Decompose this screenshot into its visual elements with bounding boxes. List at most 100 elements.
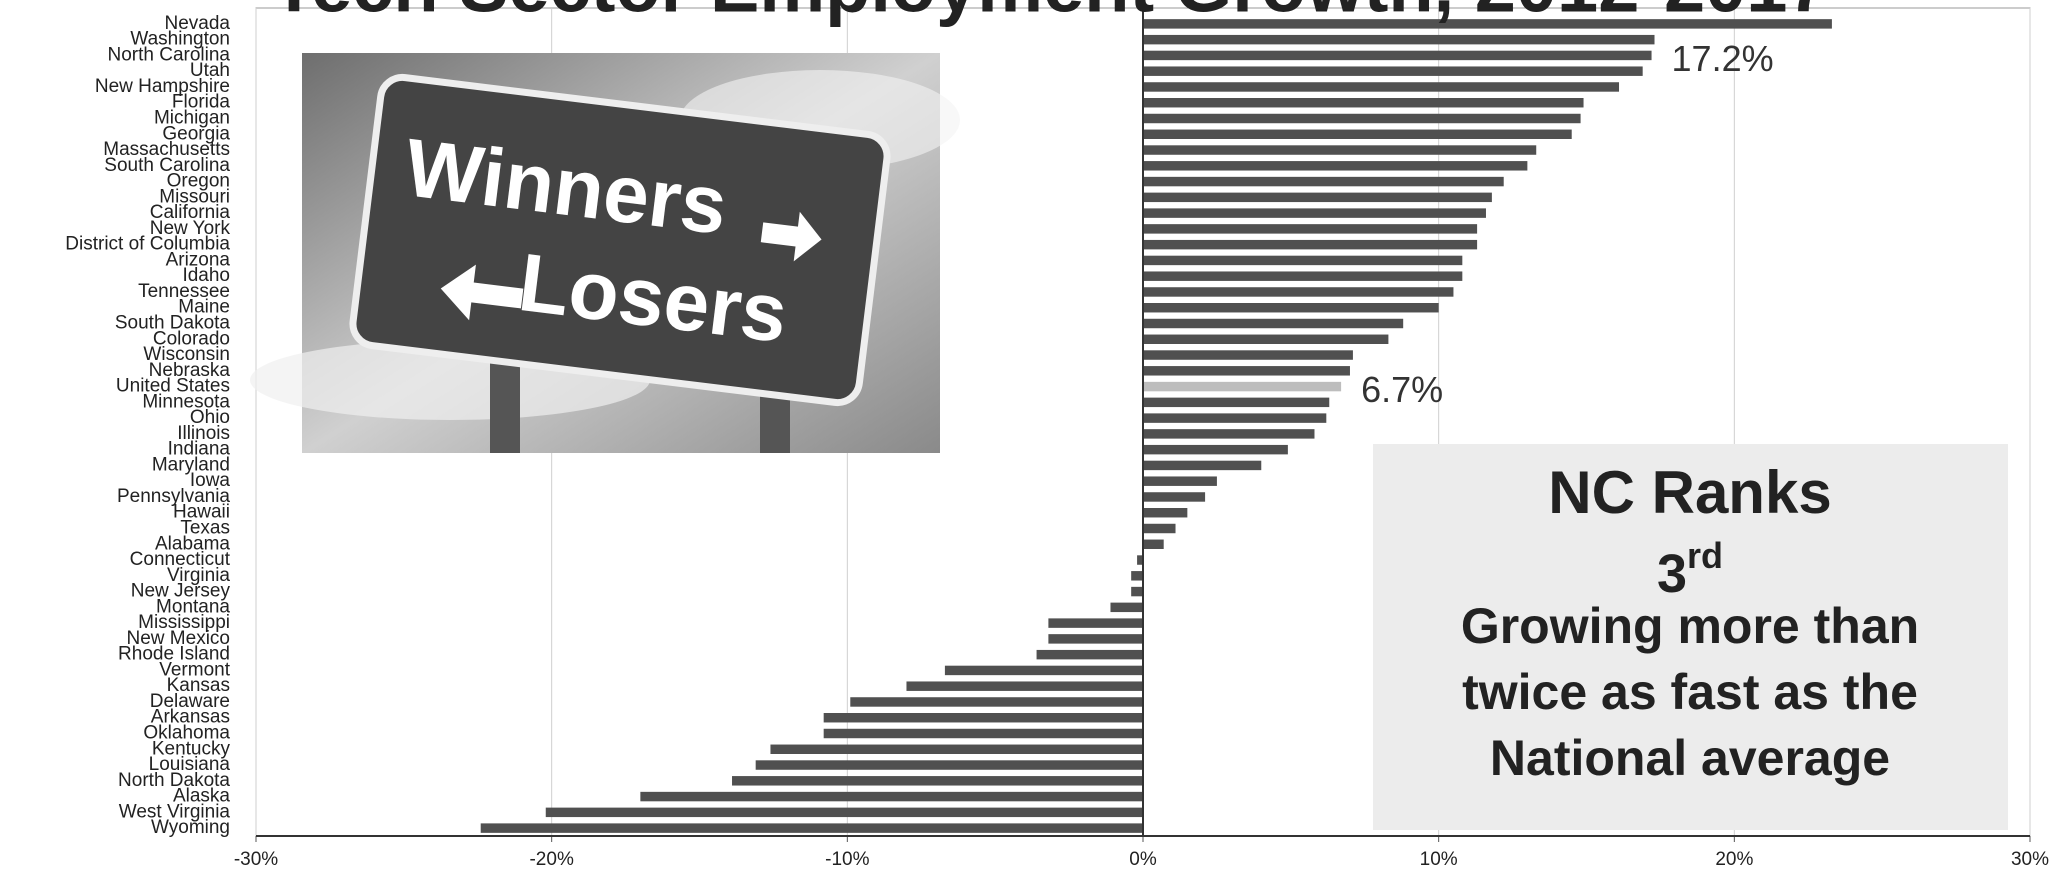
y-tick-label: United States (116, 376, 230, 397)
y-tick-label: Connecticut (130, 549, 231, 570)
bar (732, 776, 1143, 786)
y-tick-label: Ohio (190, 407, 230, 428)
bar (1048, 634, 1143, 644)
y-tick-label: Florida (172, 92, 231, 113)
y-tick-label: Maine (178, 297, 230, 318)
y-tick-label: Michigan (154, 108, 230, 129)
y-tick-label: Kentucky (152, 738, 231, 759)
callout-heading: NC Ranks (1548, 459, 1831, 526)
bar (480, 823, 1143, 833)
y-tick-label: Texas (180, 518, 230, 539)
y-tick-label: Illinois (177, 423, 230, 444)
y-tick-label: District of Columbia (65, 234, 230, 255)
y-tick-label: Delaware (150, 691, 230, 712)
y-tick-label: Pennsylvania (117, 486, 230, 507)
bar (823, 713, 1143, 723)
y-tick-label: New York (150, 218, 231, 239)
y-tick-label: North Dakota (118, 770, 230, 791)
bar (1143, 129, 1572, 139)
x-tick-label: -30% (234, 849, 278, 870)
bar (1143, 19, 1832, 29)
y-tick-label: Alabama (155, 533, 230, 554)
y-tick-label: Arizona (166, 249, 231, 270)
x-tick-label: -10% (825, 849, 869, 870)
bar (1143, 208, 1486, 218)
y-tick-label: Louisiana (149, 754, 231, 775)
bar (1143, 239, 1478, 250)
callout: NC Ranks 3rd Growing more than twice as … (1373, 444, 2008, 830)
y-tick-label: Washington (130, 29, 230, 50)
sign-post (490, 360, 520, 453)
y-tick-label: New Jersey (131, 581, 231, 602)
y-tick-label: Wisconsin (143, 344, 230, 365)
callout-line: twice as fast as the (1462, 664, 1918, 720)
y-tick-label: Utah (190, 60, 230, 81)
bar (1143, 476, 1217, 486)
sign (349, 73, 891, 407)
y-tick-label: Oklahoma (143, 723, 230, 744)
y-tick-label: Nebraska (149, 360, 231, 381)
y-tick-label: Indiana (168, 439, 231, 460)
bar (1143, 429, 1315, 439)
bar (944, 665, 1143, 676)
bar (1048, 618, 1143, 628)
x-tick-label: 20% (1715, 849, 1753, 870)
y-tick-label: Georgia (162, 123, 230, 144)
bar (1110, 602, 1143, 613)
chart-title: Tech Sector Employment Growth, 2012-2017 (271, 0, 1828, 28)
bar (823, 728, 1143, 739)
arrow-left (440, 264, 524, 321)
annotation: 6.7% (1361, 369, 1443, 410)
y-tick-label: South Carolina (104, 155, 230, 176)
bar (1143, 98, 1584, 108)
y-tick-label: California (150, 202, 231, 223)
y-tick-label: Missouri (159, 186, 230, 207)
bar (1143, 145, 1537, 155)
bar (1143, 334, 1389, 344)
bar (1143, 523, 1176, 534)
bar (1143, 161, 1528, 171)
bar (1143, 303, 1439, 313)
callout-rank-number: 3 (1657, 544, 1687, 604)
bar (1143, 444, 1288, 455)
y-tick-label: New Hampshire (95, 76, 230, 97)
y-tick-label: Kansas (167, 675, 230, 696)
x-tick-label: 30% (2011, 849, 2049, 870)
y-tick-label: Iowa (190, 470, 231, 491)
bar (850, 697, 1143, 707)
y-tick-label: New Mexico (127, 628, 230, 649)
y-tick-label: Mississippi (138, 612, 230, 633)
y-tick-label: Hawaii (173, 502, 230, 523)
y-tick-label: North Carolina (108, 44, 231, 65)
y-tick-label: Maryland (152, 454, 230, 475)
y-tick-label: Rhode Island (118, 644, 230, 665)
bar (1143, 271, 1463, 281)
bar (1143, 34, 1655, 45)
y-tick-label: Nevada (165, 13, 231, 34)
bar (1131, 571, 1143, 581)
bar (1143, 381, 1342, 392)
y-tick-label: Virginia (167, 565, 230, 586)
bar (1143, 66, 1643, 76)
callout-line: National average (1490, 730, 1890, 786)
bar (1143, 492, 1206, 502)
bar (1143, 50, 1652, 61)
arrow-right (760, 211, 822, 262)
callout-rank-suffix: rd (1687, 535, 1723, 576)
bar (1143, 82, 1620, 92)
bar (906, 681, 1143, 691)
bar (1143, 255, 1463, 266)
bar (1036, 649, 1143, 660)
bar (1131, 586, 1143, 597)
y-tick-label: South Dakota (115, 313, 231, 334)
y-tick-label: Massachusetts (103, 139, 230, 160)
x-tick-label: 10% (1420, 849, 1458, 870)
bar (1143, 224, 1478, 234)
bar (1143, 460, 1262, 471)
y-tick-label: Arkansas (151, 707, 230, 728)
bar (755, 760, 1143, 770)
bar (1143, 192, 1492, 203)
bar (1143, 287, 1454, 297)
y-tick-label: Colorado (153, 328, 230, 349)
